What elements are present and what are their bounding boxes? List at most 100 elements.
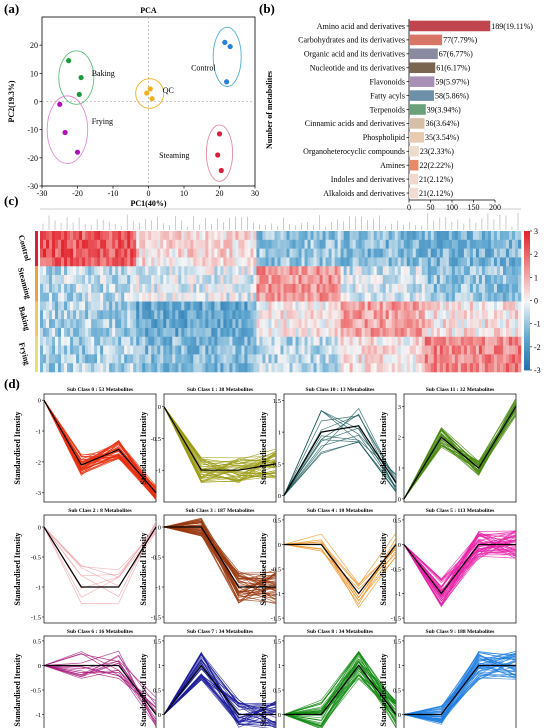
heatmap-cell bbox=[253, 310, 257, 320]
heatmap-cell bbox=[79, 363, 83, 373]
heatmap-cell bbox=[490, 345, 495, 355]
heatmap-cell bbox=[475, 336, 480, 346]
heatmap-cell bbox=[100, 239, 104, 249]
heatmap-cell bbox=[85, 266, 89, 276]
heatmap-cell bbox=[481, 354, 486, 364]
heatmap-cell bbox=[460, 363, 465, 373]
heatmap-cell bbox=[292, 248, 296, 258]
heatmap-cell bbox=[244, 266, 248, 276]
colorbar-segment bbox=[524, 351, 530, 355]
heatmap-cell bbox=[400, 301, 405, 311]
heatmap-cell bbox=[394, 319, 399, 329]
heatmap-cell bbox=[139, 310, 143, 320]
heatmap-cell bbox=[148, 363, 152, 373]
heatmap-cell bbox=[373, 283, 377, 293]
heatmap-cell bbox=[508, 363, 513, 373]
heatmap-cell bbox=[418, 301, 423, 311]
heatmap-cell bbox=[430, 301, 435, 311]
heatmap-cell bbox=[121, 345, 125, 355]
heatmap-cell bbox=[109, 310, 113, 320]
heatmap-cell bbox=[301, 319, 305, 329]
heatmap-cell bbox=[313, 239, 317, 249]
heatmap-cell bbox=[244, 301, 248, 311]
heatmap-cell bbox=[487, 327, 492, 338]
heatmap-cell bbox=[418, 239, 423, 249]
heatmap-cell bbox=[157, 266, 161, 276]
heatmap-cell bbox=[457, 319, 462, 329]
heatmap-cell bbox=[70, 283, 74, 293]
heatmap-cell bbox=[154, 257, 158, 267]
heatmap-cell bbox=[280, 354, 284, 364]
heatmap-cell bbox=[340, 283, 344, 293]
colorbar-segment bbox=[524, 231, 530, 234]
heatmap-cell bbox=[178, 257, 182, 267]
heatmap-cell bbox=[373, 327, 377, 338]
heatmap-cell bbox=[268, 345, 272, 355]
heatmap-cell bbox=[253, 266, 257, 276]
heatmap-cell bbox=[238, 292, 242, 302]
heatmap-cell bbox=[343, 275, 347, 285]
heatmap-cell bbox=[451, 327, 456, 338]
heatmap-cell bbox=[265, 231, 269, 241]
heatmap-cell bbox=[82, 292, 86, 302]
heatmap-cell bbox=[271, 354, 275, 364]
bar bbox=[409, 76, 435, 87]
heatmap-cell bbox=[340, 363, 344, 373]
heatmap-cell bbox=[490, 248, 495, 258]
heatmap-cell bbox=[355, 363, 359, 373]
cluster-y-tick-label: -0.5 bbox=[391, 567, 401, 574]
heatmap-cell bbox=[166, 354, 170, 364]
colorbar-segment bbox=[524, 339, 530, 343]
heatmap-cell bbox=[115, 319, 119, 329]
heatmap-cell bbox=[184, 292, 188, 302]
heatmap-cell bbox=[79, 283, 83, 293]
pca-point-baking bbox=[66, 58, 72, 64]
heatmap-cell bbox=[319, 275, 323, 285]
heatmap-cell bbox=[82, 266, 86, 276]
heatmap-cell bbox=[328, 248, 332, 258]
heatmap-cell bbox=[406, 327, 411, 338]
heatmap-cell bbox=[286, 301, 290, 311]
heatmap-cell bbox=[220, 310, 224, 320]
heatmap-cell bbox=[430, 345, 435, 355]
heatmap-cell bbox=[478, 319, 483, 329]
heatmap-cell bbox=[370, 327, 374, 338]
heatmap-cell bbox=[226, 231, 230, 241]
heatmap-cell bbox=[235, 266, 239, 276]
pca-x-tick-label: 20 bbox=[216, 189, 224, 198]
heatmap-cell bbox=[310, 327, 314, 338]
heatmap-cell bbox=[256, 292, 260, 302]
heatmap-cell bbox=[436, 310, 441, 320]
heatmap-cell bbox=[385, 327, 390, 338]
bar-value-label: 58(5.86%) bbox=[435, 91, 469, 100]
heatmap-cell bbox=[433, 301, 438, 311]
pca-point-frying bbox=[57, 101, 63, 107]
heatmap-cell bbox=[43, 363, 47, 373]
heatmap-cell bbox=[46, 354, 50, 364]
heatmap-cell bbox=[412, 319, 417, 329]
heatmap-cell bbox=[364, 319, 368, 329]
colorbar-segment bbox=[524, 309, 530, 313]
colorbar-tick-label: -3 bbox=[534, 366, 541, 375]
heatmap-cell bbox=[64, 301, 68, 311]
heatmap-cell bbox=[184, 310, 188, 320]
cluster-member-line bbox=[283, 441, 397, 496]
heatmap-cell bbox=[127, 354, 131, 364]
heatmap-cell bbox=[274, 257, 278, 267]
heatmap-cell bbox=[271, 292, 275, 302]
heatmap-cell bbox=[370, 248, 374, 258]
heatmap-cell bbox=[415, 327, 420, 338]
heatmap-cell bbox=[115, 354, 119, 364]
heatmap-cell bbox=[154, 336, 158, 346]
heatmap-cell bbox=[79, 257, 83, 267]
heatmap-cell bbox=[307, 283, 311, 293]
cluster-y-tick-label: 2 bbox=[398, 435, 401, 442]
heatmap-cell bbox=[496, 354, 501, 364]
heatmap-cell bbox=[190, 275, 194, 285]
colorbar-segment bbox=[524, 286, 530, 290]
heatmap-cell bbox=[514, 345, 519, 355]
cluster-mean-line bbox=[404, 664, 516, 716]
heatmap-cell bbox=[382, 310, 387, 320]
heatmap-cell bbox=[499, 336, 504, 346]
heatmap-cell bbox=[58, 301, 62, 311]
